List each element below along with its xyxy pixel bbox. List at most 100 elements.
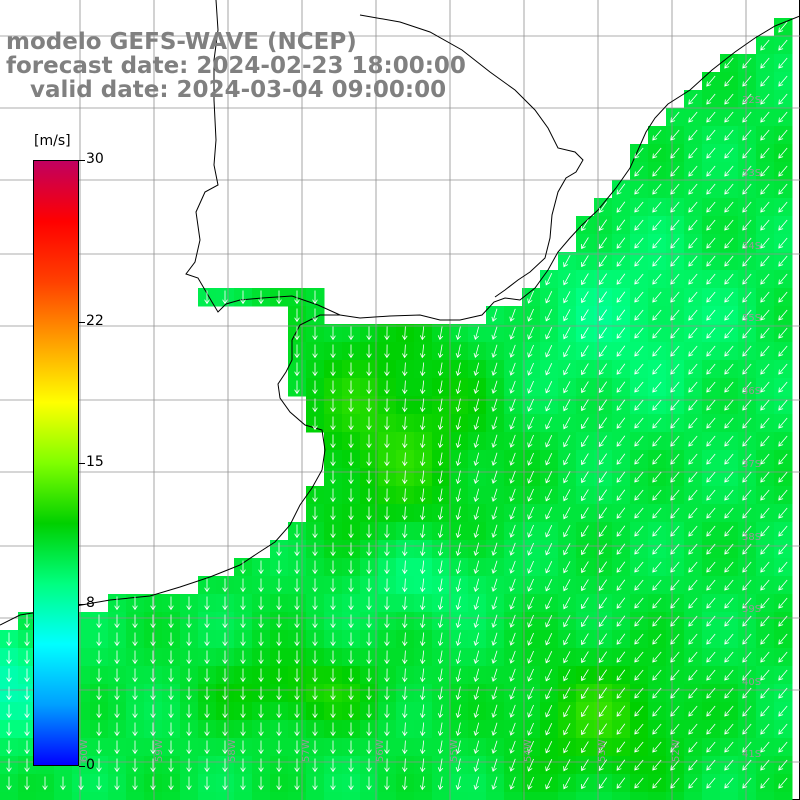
wind-arrow [742, 489, 752, 501]
wind-arrow [204, 596, 210, 611]
wind-speed-cell [324, 792, 343, 800]
wind-arrow [581, 363, 589, 376]
wind-arrow [760, 687, 770, 699]
wind-arrow [437, 506, 444, 521]
wind-arrow [186, 596, 192, 611]
wind-arrow [598, 561, 608, 574]
wind-arrow [760, 291, 770, 303]
wind-arrow [473, 722, 480, 737]
latitude-label: 36S [742, 386, 761, 397]
wind-arrow [437, 686, 444, 701]
wind-arrow [96, 614, 102, 629]
wind-arrow [455, 560, 462, 575]
wind-arrow [652, 183, 662, 195]
wind-arrow [366, 560, 372, 575]
wind-speed-cell [486, 792, 505, 800]
wind-arrow [384, 596, 390, 611]
wind-arrow [491, 740, 498, 754]
wind-arrow [760, 75, 770, 87]
wind-arrow [455, 344, 462, 359]
wind-arrow [509, 740, 516, 754]
wind-arrow [330, 398, 336, 413]
wind-arrow [581, 327, 589, 340]
wind-arrow [598, 453, 608, 466]
wind-arrow [778, 237, 788, 249]
wind-arrow [581, 741, 589, 754]
wind-arrow [527, 650, 534, 664]
wind-arrow [491, 668, 498, 682]
wind-arrow [545, 687, 553, 700]
wind-arrow [366, 434, 372, 449]
wind-arrow [778, 363, 788, 375]
wind-arrow [598, 579, 608, 592]
wind-arrow [760, 417, 770, 429]
wind-arrow [96, 758, 102, 773]
wind-arrow [778, 57, 788, 69]
wind-arrow [168, 614, 174, 629]
wind-arrow [688, 399, 698, 411]
wind-arrow [563, 291, 571, 304]
wind-arrow [545, 777, 553, 790]
wind-arrow [652, 165, 662, 177]
wind-arrow [491, 344, 498, 358]
wind-arrow [545, 561, 553, 574]
wind-arrow [330, 704, 336, 719]
wind-arrow [688, 723, 698, 735]
wind-arrow [402, 470, 408, 485]
wind-arrow [760, 381, 770, 393]
wind-arrow [24, 776, 30, 791]
wind-arrow [598, 777, 608, 790]
wind-arrow [419, 596, 426, 611]
wind-arrow [150, 668, 156, 683]
longitude-labels: 60W 59W 58W 57W 56W 55W 54W 53W 52W [79, 739, 682, 762]
wind-arrow [348, 614, 354, 629]
wind-arrow [634, 453, 644, 465]
wind-arrow [688, 345, 698, 357]
wind-arrow [24, 740, 30, 755]
wind-arrow [634, 633, 644, 645]
wind-arrow [563, 435, 571, 448]
wind-arrow [652, 345, 662, 357]
wind-arrow [330, 362, 336, 377]
wind-arrow [258, 632, 264, 647]
wind-arrow [455, 488, 462, 503]
wind-arrow [240, 668, 246, 683]
wind-arrow [509, 542, 516, 556]
wind-arrow [419, 668, 426, 683]
wind-arrow [437, 434, 444, 449]
wind-arrow [634, 669, 644, 681]
wind-arrow [652, 381, 662, 393]
wind-arrow [168, 776, 174, 791]
wind-arrow [706, 129, 716, 141]
wind-arrow [563, 345, 571, 358]
wind-arrow [616, 363, 626, 375]
wind-arrow [366, 668, 372, 683]
wind-arrow [634, 651, 644, 663]
wind-arrow [563, 255, 571, 268]
wind-arrow [742, 363, 752, 375]
wind-arrow [509, 506, 516, 520]
wind-arrow [778, 21, 788, 33]
wind-arrow [491, 722, 498, 736]
wind-arrow [366, 452, 372, 467]
wind-arrow [132, 758, 138, 773]
colorbar-tick-label: 8 [86, 595, 95, 612]
wind-arrow [330, 344, 336, 359]
wind-arrow [652, 759, 662, 771]
wind-arrow [688, 363, 698, 375]
wind-arrow [491, 632, 498, 646]
wind-arrow [598, 327, 608, 340]
wind-arrow [616, 741, 626, 753]
wind-arrow [6, 650, 12, 665]
wind-arrow [312, 308, 318, 323]
wind-arrow [204, 614, 210, 629]
wind-arrow [742, 777, 752, 789]
wind-arrow [150, 686, 156, 701]
wind-arrow [348, 578, 354, 593]
wind-speed-cell [270, 792, 289, 800]
wind-arrow [724, 669, 734, 681]
wind-arrow [330, 560, 336, 575]
wind-speed-cell [594, 792, 613, 800]
wind-arrow [598, 417, 608, 430]
wind-arrow [670, 543, 680, 555]
